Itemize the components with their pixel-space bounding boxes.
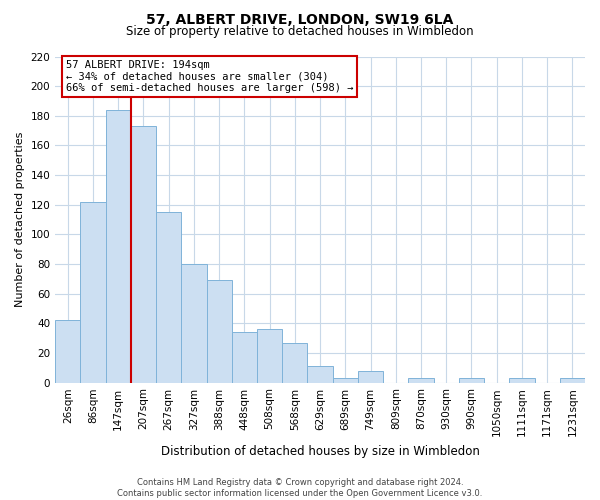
Bar [509, 378, 535, 382]
Bar [560, 378, 585, 382]
Bar [106, 110, 131, 382]
Bar [409, 378, 434, 382]
Bar [206, 280, 232, 382]
X-axis label: Distribution of detached houses by size in Wimbledon: Distribution of detached houses by size … [161, 444, 479, 458]
Y-axis label: Number of detached properties: Number of detached properties [15, 132, 25, 307]
Text: 57 ALBERT DRIVE: 194sqm
← 34% of detached houses are smaller (304)
66% of semi-d: 57 ALBERT DRIVE: 194sqm ← 34% of detache… [66, 60, 353, 93]
Text: 57, ALBERT DRIVE, LONDON, SW19 6LA: 57, ALBERT DRIVE, LONDON, SW19 6LA [146, 12, 454, 26]
Bar [156, 212, 181, 382]
Text: Size of property relative to detached houses in Wimbledon: Size of property relative to detached ho… [126, 25, 474, 38]
Bar [307, 366, 332, 382]
Bar [181, 264, 206, 382]
Bar [358, 370, 383, 382]
Bar [131, 126, 156, 382]
Bar [55, 320, 80, 382]
Bar [282, 342, 307, 382]
Bar [257, 329, 282, 382]
Bar [80, 202, 106, 382]
Text: Contains HM Land Registry data © Crown copyright and database right 2024.
Contai: Contains HM Land Registry data © Crown c… [118, 478, 482, 498]
Bar [459, 378, 484, 382]
Bar [332, 378, 358, 382]
Bar [232, 332, 257, 382]
